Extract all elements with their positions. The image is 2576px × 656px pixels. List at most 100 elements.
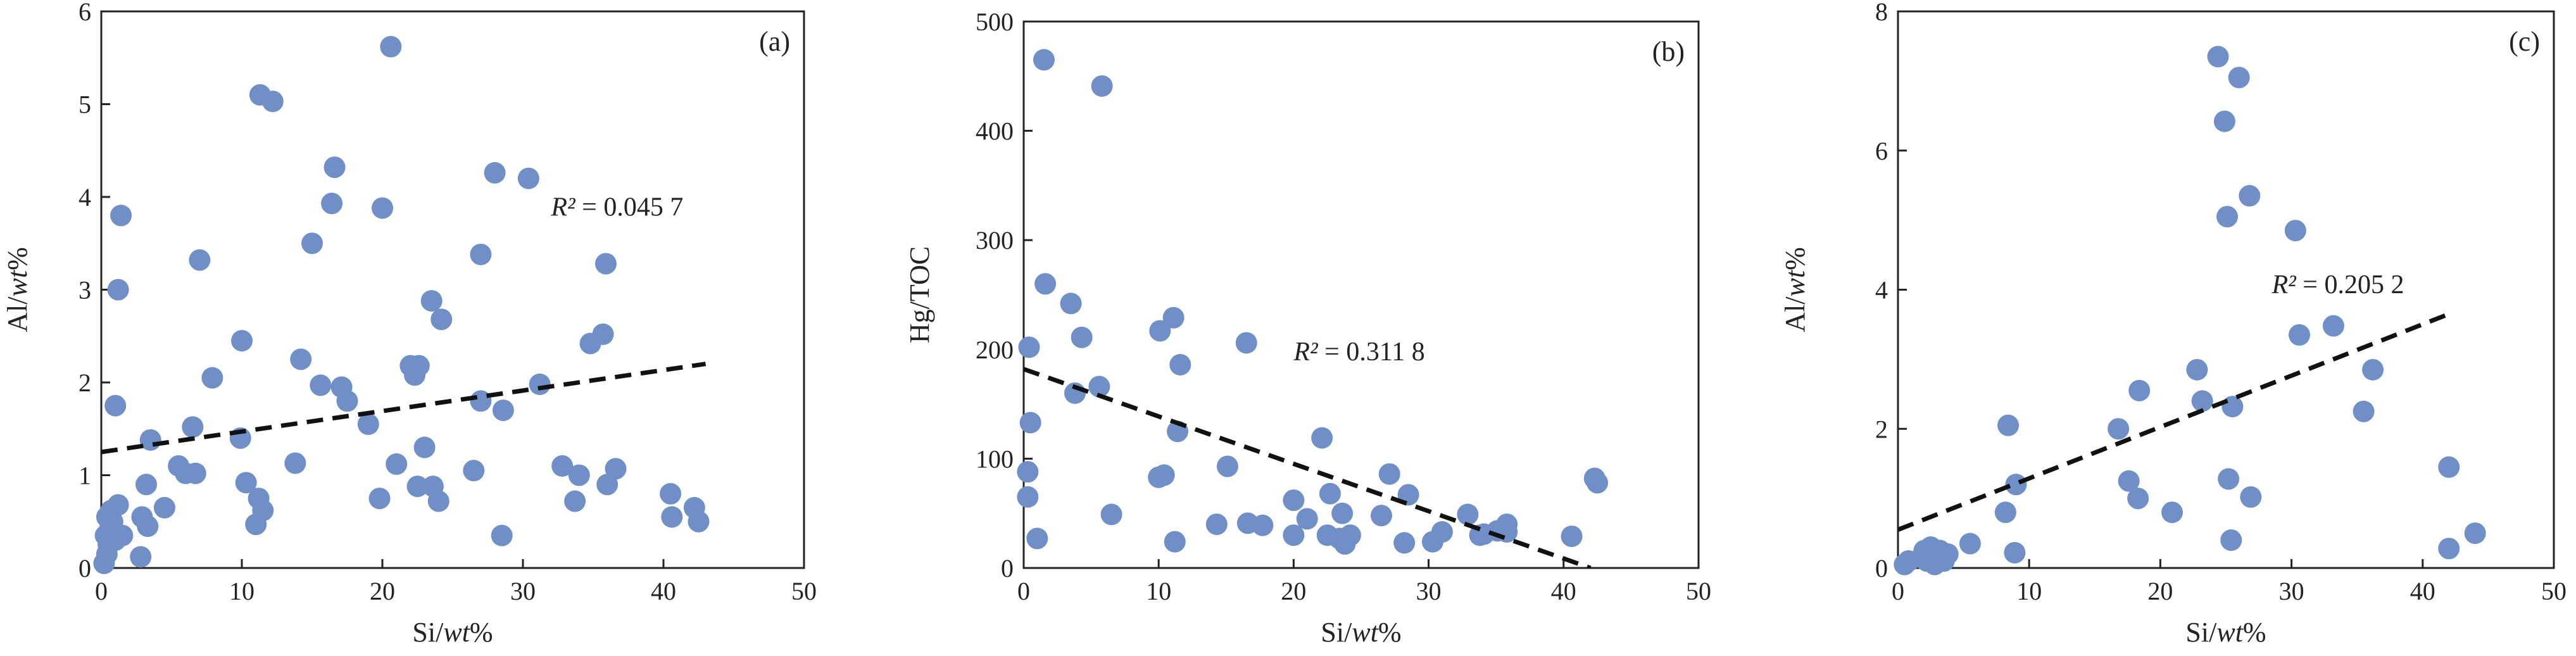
data-point (189, 249, 211, 271)
data-point (2322, 315, 2344, 337)
x-tick-label: 0 (1017, 577, 1030, 605)
data-point (1088, 375, 1110, 398)
data-point (420, 290, 443, 312)
x-tick-label: 0 (1892, 577, 1904, 605)
y-tick-label: 2 (1875, 415, 1888, 443)
data-point (104, 394, 127, 417)
data-point (1378, 463, 1400, 485)
data-point (2118, 470, 2140, 492)
data-point (284, 452, 306, 474)
data-point (470, 243, 492, 265)
data-point (2228, 66, 2250, 89)
data-point (430, 308, 453, 331)
x-tick-label: 30 (510, 577, 536, 605)
data-point (688, 510, 710, 533)
x-axis-title: Si/wt% (1321, 617, 1401, 648)
y-tick-label: 6 (79, 0, 91, 26)
data-point (1331, 502, 1354, 524)
x-tick-label: 30 (1416, 577, 1442, 605)
y-tick-label: 6 (1875, 137, 1888, 165)
data-point (1393, 532, 1416, 554)
x-tick-label: 50 (2541, 577, 2567, 605)
data-point (1018, 336, 1040, 358)
data-point (2127, 488, 2149, 510)
y-tick-label: 4 (1875, 276, 1888, 305)
data-point (564, 490, 586, 512)
data-point (1164, 531, 1186, 553)
data-point (310, 374, 332, 396)
x-tick-label: 50 (1686, 577, 1711, 605)
data-point (413, 436, 436, 458)
y-tick-label: 4 (79, 183, 91, 211)
data-point (596, 474, 619, 496)
r2-annotation: R² = 0.205 2 (2271, 270, 2404, 300)
x-tick-label: 10 (2016, 577, 2042, 605)
data-point (2284, 220, 2306, 242)
data-point (135, 474, 158, 496)
data-point (568, 464, 590, 486)
data-point (1034, 273, 1057, 295)
x-axis-title: Si/wt% (2185, 617, 2266, 648)
data-point (594, 253, 617, 275)
trend-line (1024, 367, 1592, 568)
data-point (252, 500, 274, 522)
data-point (1091, 75, 1113, 97)
x-tick-label: 50 (791, 577, 817, 605)
data-point (336, 390, 358, 412)
data-point (529, 373, 551, 395)
data-point (1586, 472, 1609, 494)
data-point (235, 472, 257, 494)
data-point (2220, 529, 2242, 552)
x-tick-label: 20 (1281, 577, 1306, 605)
data-point (2004, 541, 2026, 564)
data-point (1561, 525, 1583, 547)
data-point (321, 192, 343, 215)
data-point (111, 524, 134, 546)
data-point (107, 279, 129, 301)
data-point (1071, 326, 1093, 348)
data-point (1296, 508, 1318, 530)
data-point (2289, 324, 2311, 346)
data-point (368, 488, 391, 510)
data-point (1283, 489, 1305, 511)
data-point (492, 399, 514, 421)
x-tick-label: 40 (651, 577, 676, 605)
data-point (1283, 524, 1305, 546)
data-point (2216, 206, 2239, 228)
data-point (184, 462, 206, 484)
data-point (2362, 358, 2384, 381)
trend-line (101, 362, 707, 455)
data-point (357, 413, 379, 435)
data-point (2240, 486, 2262, 508)
data-point (2438, 538, 2460, 560)
data-point (261, 91, 284, 113)
data-point (2128, 379, 2151, 401)
data-point (1997, 414, 2020, 436)
data-point (301, 232, 323, 255)
x-tick-label: 40 (2410, 577, 2435, 605)
data-point (2213, 110, 2235, 132)
data-point (1339, 524, 1361, 546)
r2-annotation: R² = 0.045 7 (550, 192, 683, 222)
x-tick-label: 0 (95, 577, 108, 605)
data-point (290, 348, 312, 370)
y-tick-label: 5 (79, 91, 91, 119)
data-point (1235, 332, 1257, 354)
plot-frame (1022, 20, 1700, 569)
data-point (2218, 468, 2240, 490)
data-point (2161, 501, 2183, 524)
y-tick-label: 400 (976, 117, 1014, 146)
x-axis-title: Si/wt% (412, 617, 493, 648)
y-axis-title: Hg/TOC (904, 246, 935, 343)
y-tick-label: 0 (1875, 554, 1888, 583)
panel-c: 0 10 20 30 40 50 0 2 4 6 8 Si/wt% Al/wt% (c) R² = 0.20… (1780, 0, 2567, 648)
y-tick-label: 3 (79, 276, 91, 305)
data-point (1019, 412, 1041, 434)
y-tick-label: 2 (79, 369, 91, 397)
data-point (137, 515, 159, 538)
panel-label: (c) (2509, 26, 2540, 57)
trend-line (1898, 312, 2450, 532)
data-point (1370, 505, 1392, 527)
data-point (1100, 503, 1122, 526)
